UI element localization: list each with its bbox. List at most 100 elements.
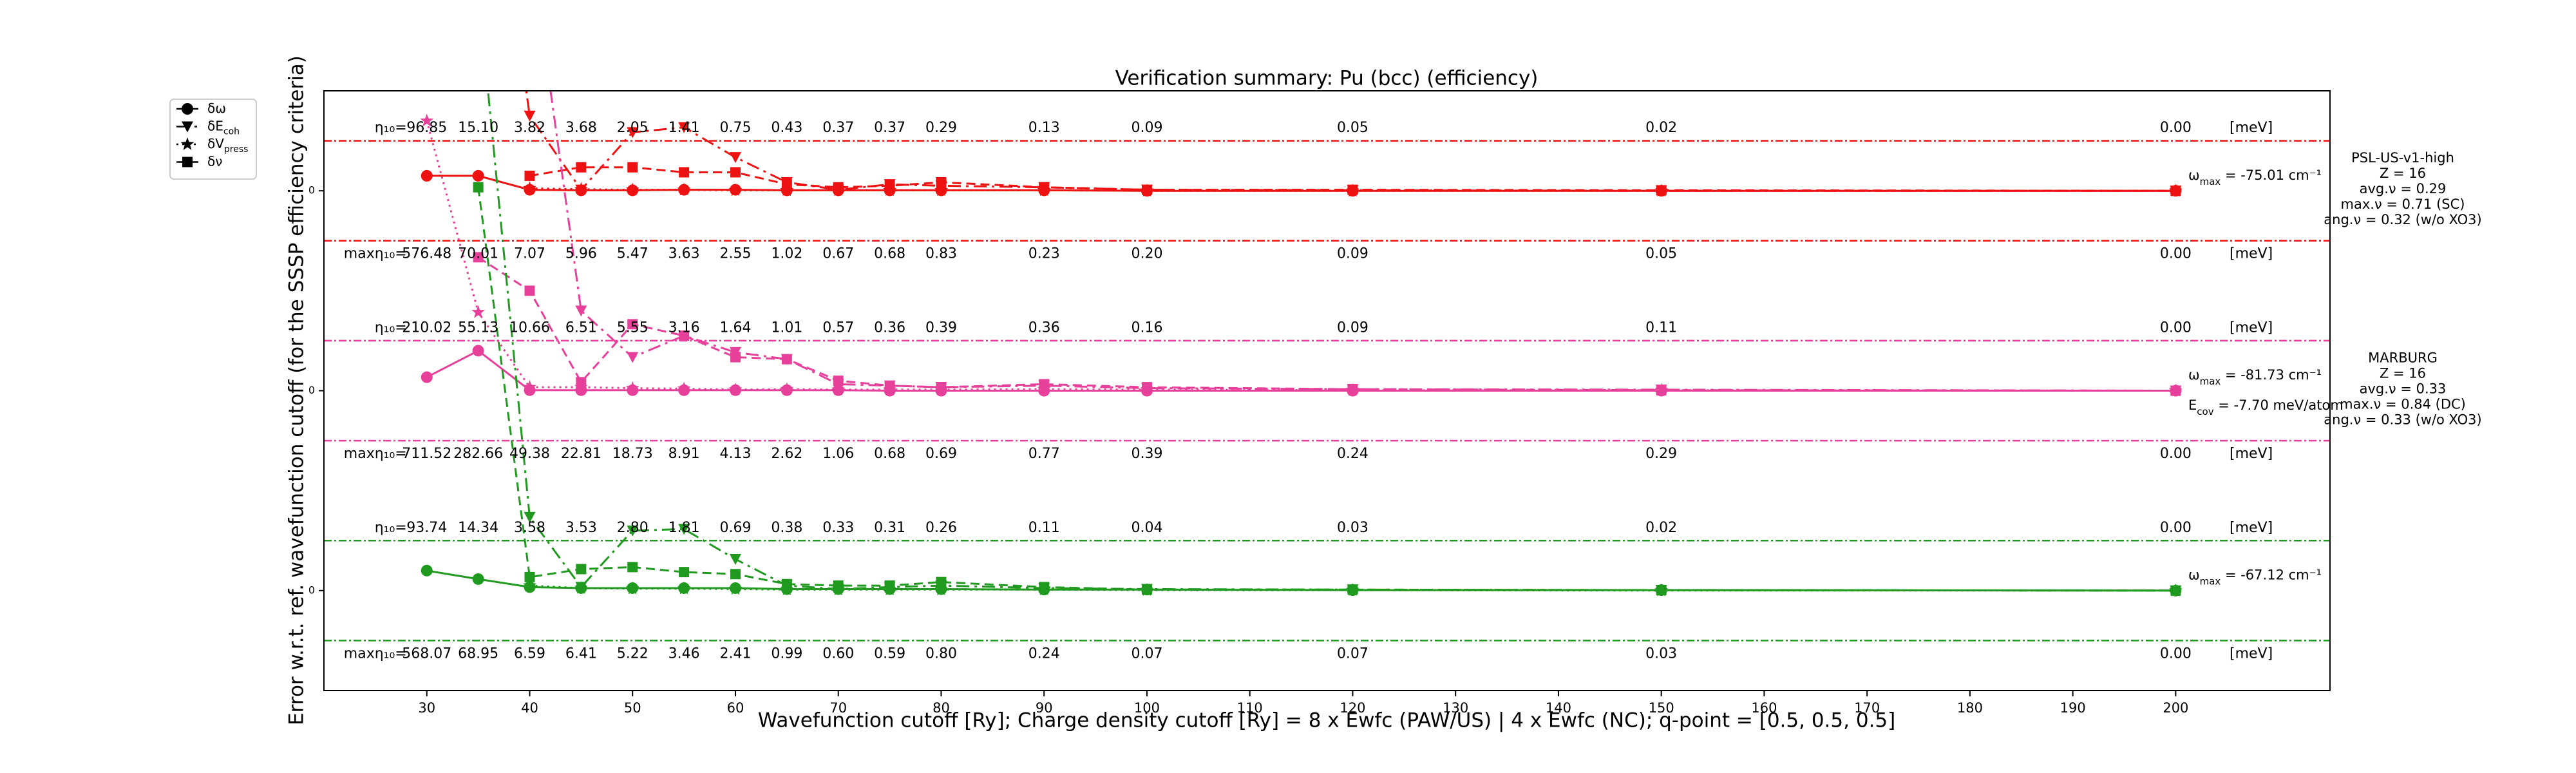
eta-label: 0.11 bbox=[1645, 320, 1677, 336]
point bbox=[523, 181, 536, 195]
eta-label: 0.02 bbox=[1645, 520, 1677, 536]
eta-label: 0.43 bbox=[771, 120, 802, 136]
unit-label: [meV] bbox=[2230, 120, 2273, 136]
chart-title: Verification summary: Pu (bcc) (efficien… bbox=[1115, 67, 1539, 90]
point bbox=[884, 380, 895, 391]
eta-label: 0.36 bbox=[1028, 320, 1060, 336]
eta-label: 3.46 bbox=[668, 645, 700, 662]
eta-label: 0.68 bbox=[874, 246, 905, 262]
point bbox=[472, 345, 484, 357]
unit-label: [meV] bbox=[2230, 645, 2273, 662]
plot-area bbox=[324, 91, 2330, 642]
eta-label: 0.13 bbox=[1028, 120, 1060, 136]
eta-label: 0.05 bbox=[1337, 120, 1368, 136]
point bbox=[884, 580, 895, 591]
x-tick-label: 40 bbox=[521, 700, 538, 716]
point bbox=[421, 564, 433, 577]
eta-label: 0.26 bbox=[925, 520, 957, 536]
point bbox=[884, 180, 895, 191]
point bbox=[679, 330, 690, 341]
point bbox=[1347, 184, 1358, 195]
point bbox=[1656, 585, 1667, 596]
eta-prefix: maxη₁₀= bbox=[344, 645, 407, 662]
eta-label: 0.77 bbox=[1028, 446, 1060, 462]
point bbox=[934, 183, 948, 196]
point bbox=[728, 183, 743, 196]
point bbox=[625, 381, 639, 394]
eta-label: 0.33 bbox=[822, 520, 854, 536]
series-line bbox=[426, 120, 2176, 392]
point bbox=[524, 110, 536, 122]
x-tick-label: 30 bbox=[418, 700, 435, 716]
annotation-part: cov bbox=[2197, 405, 2213, 417]
eta-label: 711.52 bbox=[402, 446, 451, 462]
point bbox=[781, 578, 792, 589]
point bbox=[2170, 186, 2181, 196]
point bbox=[627, 127, 639, 138]
panel-info: avg.ν = 0.29 bbox=[2360, 181, 2447, 196]
point bbox=[730, 167, 741, 178]
x-tick-label: 170 bbox=[1854, 700, 1880, 716]
x-tick-label: 120 bbox=[1340, 700, 1365, 716]
eta-label: 0.07 bbox=[1337, 645, 1368, 662]
eta-label: 0.29 bbox=[1645, 446, 1677, 462]
legend-marker bbox=[182, 103, 193, 115]
eta-label: 1.81 bbox=[668, 520, 700, 536]
point bbox=[1656, 185, 1667, 196]
eta-prefix: η₁₀= bbox=[375, 520, 407, 536]
eta-label: 0.05 bbox=[1645, 246, 1677, 262]
annotation-part: = -81.73 cm⁻¹ bbox=[2221, 367, 2322, 383]
eta-label: 6.59 bbox=[514, 645, 545, 662]
legend-marker bbox=[182, 121, 193, 133]
eta-label: 70.01 bbox=[458, 246, 498, 262]
eta-label: 0.09 bbox=[1337, 246, 1368, 262]
point bbox=[473, 182, 484, 193]
eta-label: 0.39 bbox=[925, 320, 957, 336]
eta-label: 0.04 bbox=[1131, 520, 1162, 536]
series-line bbox=[477, 187, 2176, 592]
annotation-part: ω bbox=[2188, 167, 2200, 183]
x-tick-label: 80 bbox=[933, 700, 950, 716]
legend-marker bbox=[182, 121, 193, 133]
legend-name: δE bbox=[207, 118, 223, 133]
eta-label: 1.06 bbox=[822, 446, 854, 462]
eta-label: 6.51 bbox=[565, 320, 597, 336]
panel-info: avg.ν = 0.33 bbox=[2360, 381, 2447, 397]
point bbox=[780, 382, 794, 396]
legend-marker bbox=[182, 103, 193, 115]
point bbox=[677, 381, 691, 395]
panel-info: ang.ν = 0.33 (w/o XO3) bbox=[2324, 412, 2481, 428]
eta-label: 0.00 bbox=[2160, 120, 2192, 136]
eta-label: 5.96 bbox=[565, 246, 597, 262]
series-line bbox=[529, 187, 2176, 192]
point bbox=[471, 305, 486, 318]
point bbox=[1141, 184, 1152, 195]
annotation-part: ω bbox=[2188, 367, 2200, 383]
x-tick-label: 160 bbox=[1751, 700, 1777, 716]
point bbox=[575, 305, 587, 317]
point bbox=[677, 581, 691, 595]
eta-label: 0.80 bbox=[925, 645, 957, 662]
y-axis-label: Error w.r.t. ref. wavefunction cutoff (f… bbox=[285, 55, 308, 725]
annotation: Ecov = -7.70 meV/atom bbox=[2188, 397, 2344, 417]
eta-label: 0.11 bbox=[1028, 520, 1060, 536]
legend-sub: coh bbox=[223, 127, 240, 137]
point bbox=[730, 569, 741, 580]
x-tick-label: 90 bbox=[1036, 700, 1053, 716]
eta-label: 0.36 bbox=[874, 320, 905, 336]
eta-prefix: maxη₁₀= bbox=[344, 246, 407, 262]
eta-label: 0.75 bbox=[719, 120, 751, 136]
eta-prefix: η₁₀= bbox=[375, 320, 407, 336]
panel-info: MARBURG bbox=[2368, 350, 2438, 366]
point bbox=[831, 382, 846, 396]
x-axis-label: Wavefunction cutoff [Ry]; Charge density… bbox=[758, 709, 1896, 732]
annotation-part: = -7.70 meV/atom bbox=[2214, 397, 2344, 413]
y-tick-label: 0 bbox=[308, 584, 315, 596]
eta-label: 3.63 bbox=[668, 246, 700, 262]
x-tick-label: 190 bbox=[2060, 700, 2086, 716]
eta-label: 0.16 bbox=[1131, 320, 1162, 336]
point bbox=[936, 177, 947, 187]
legend-marker bbox=[182, 157, 193, 167]
point bbox=[472, 169, 484, 182]
